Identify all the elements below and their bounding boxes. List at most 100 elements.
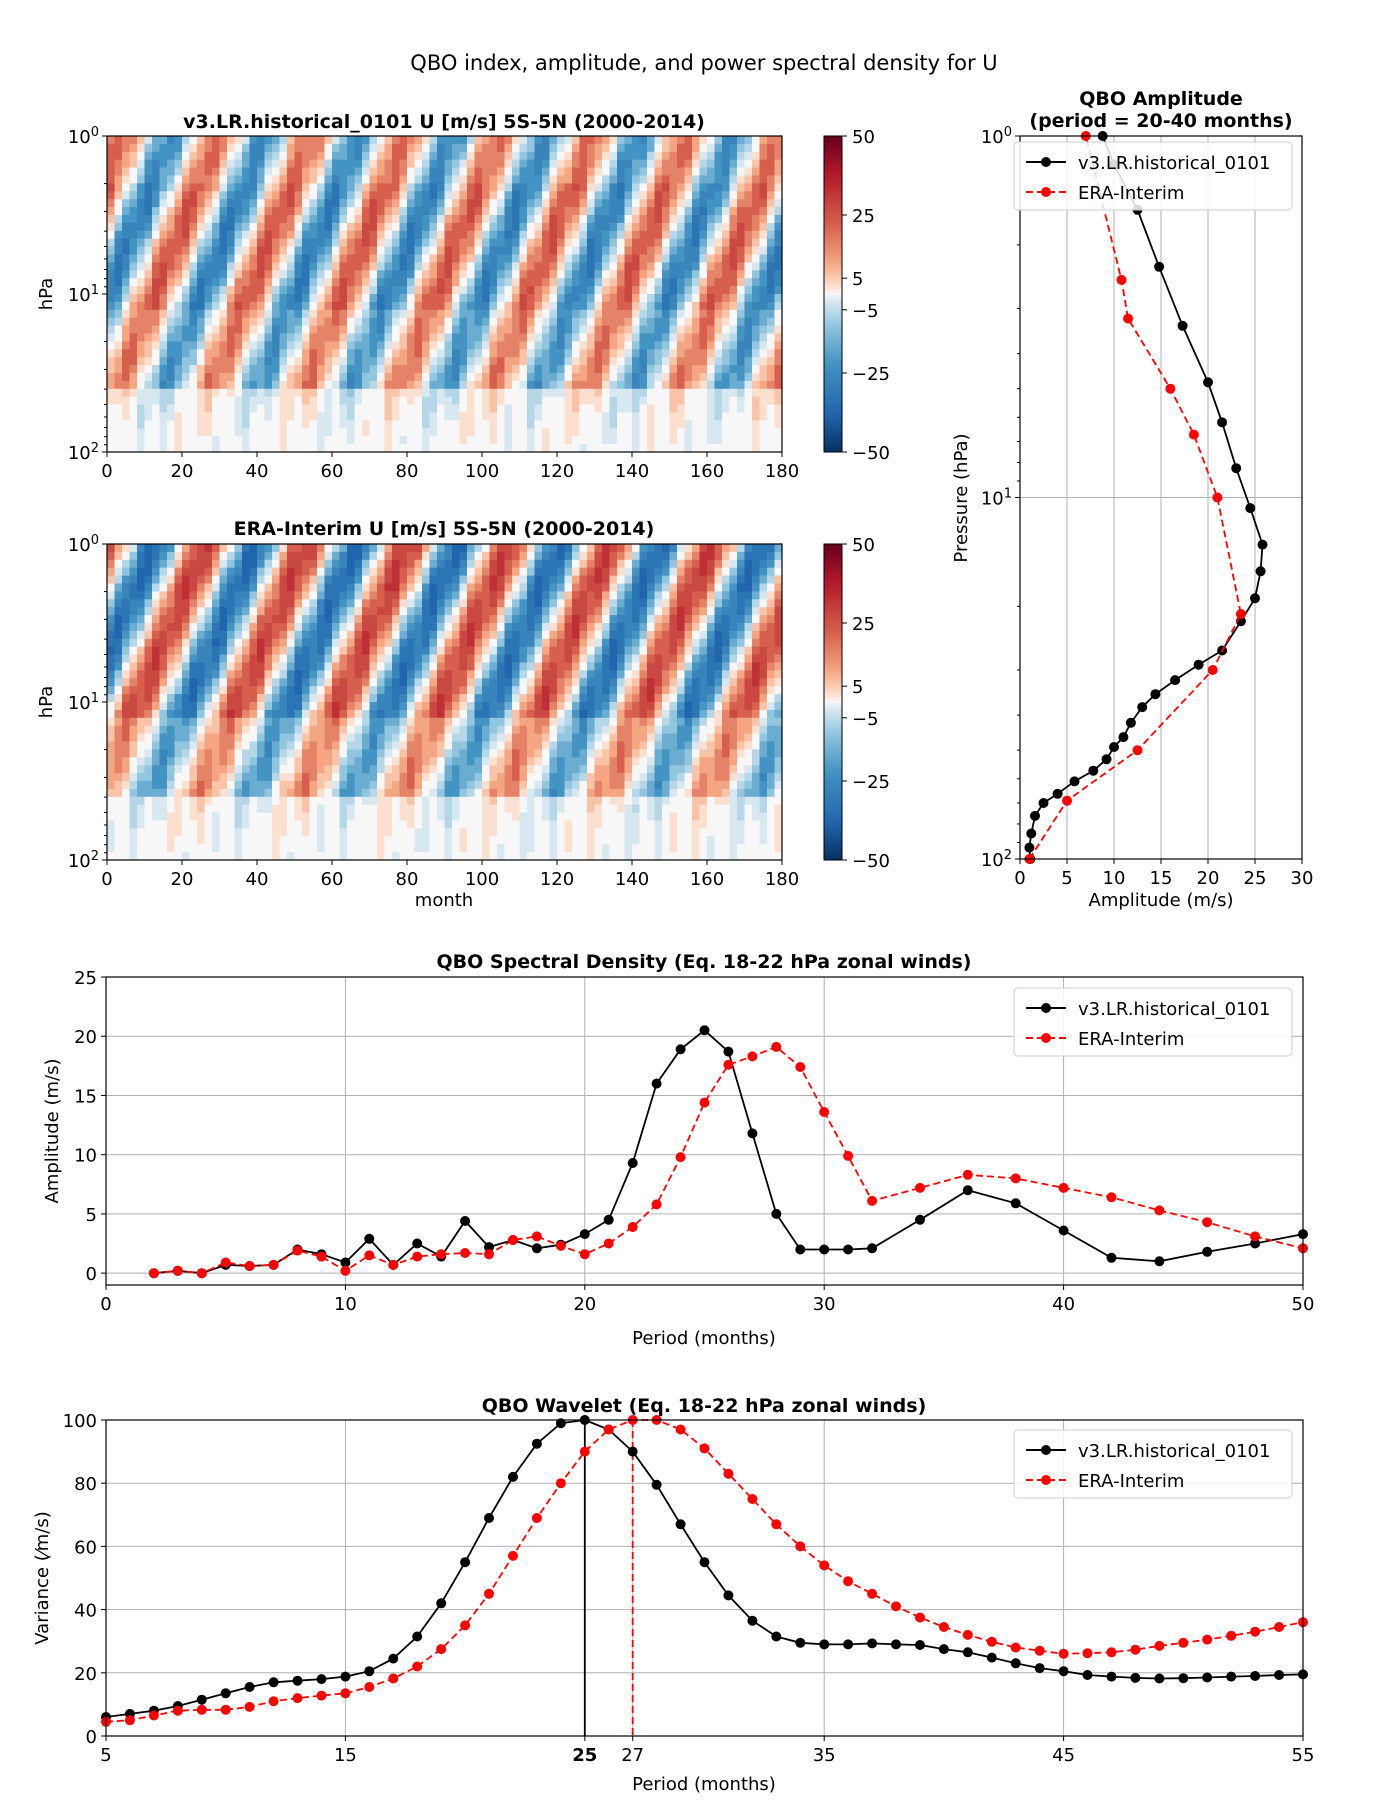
- contour-cell: [459, 262, 468, 271]
- contour-cell: [354, 207, 363, 216]
- contour-cell: [189, 559, 198, 569]
- contour-cell: [339, 270, 348, 279]
- contour-cell: [182, 551, 191, 561]
- contour-cell: [602, 317, 611, 327]
- contour-cell: [167, 396, 176, 406]
- contour-cell: [482, 365, 491, 374]
- contour-cell: [122, 286, 131, 295]
- contour-cell: [549, 444, 558, 452]
- contour-cell: [279, 828, 288, 837]
- contour-cell: [174, 741, 183, 750]
- contour-cell: [174, 583, 183, 592]
- contour-cell: [632, 175, 641, 184]
- contour-cell: [534, 278, 543, 287]
- contour-cell: [654, 436, 663, 445]
- contour-cell: [692, 246, 701, 256]
- contour-cell: [114, 317, 123, 327]
- contour-cell: [534, 183, 543, 192]
- contour-cell: [294, 175, 303, 184]
- contour-cell: [759, 167, 768, 177]
- contour-cell: [617, 428, 626, 437]
- contour-cell: [444, 215, 453, 224]
- contour-cell: [279, 575, 288, 585]
- contour-cell: [654, 215, 663, 224]
- contour-cell: [759, 136, 768, 145]
- contour-cell: [159, 254, 168, 263]
- contour-cell: [309, 694, 318, 703]
- contour-cell: [452, 199, 461, 208]
- contour-cell: [189, 662, 198, 671]
- contour-cell: [609, 341, 618, 350]
- contour-cell: [159, 286, 168, 295]
- contour-cell: [219, 820, 228, 829]
- contour-cell: [242, 773, 251, 782]
- contour-cell: [249, 309, 258, 319]
- contour-cell: [662, 309, 671, 319]
- contour-cell: [714, 325, 723, 335]
- contour-cell: [302, 670, 311, 679]
- contour-cell: [159, 301, 168, 311]
- contour-cell: [677, 404, 686, 414]
- contour-cell: [174, 702, 183, 711]
- contour-cell: [392, 294, 401, 303]
- contour-cell: [579, 262, 588, 271]
- contour-cell: [152, 341, 161, 350]
- contour-cell: [354, 286, 363, 295]
- contour-cell: [182, 654, 191, 664]
- contour-cell: [302, 741, 311, 750]
- contour-cell: [407, 294, 416, 303]
- contour-cell: [339, 749, 348, 758]
- contour-cell: [339, 559, 348, 569]
- contour-cell: [542, 286, 551, 295]
- contour-cell: [444, 278, 453, 287]
- contour-cell: [137, 828, 146, 837]
- contour-cell: [302, 175, 311, 184]
- contour-cell: [332, 670, 341, 679]
- contour-cell: [474, 286, 483, 295]
- contour-cell: [557, 143, 566, 153]
- contour-cell: [182, 349, 191, 358]
- contour-cell: [264, 436, 273, 445]
- contour-cell: [737, 294, 746, 303]
- contour-cell: [107, 615, 116, 624]
- contour-cell: [542, 309, 551, 319]
- contour-cell: [294, 444, 303, 452]
- contour-cell: [587, 199, 596, 208]
- contour-cell: [197, 349, 206, 358]
- contour-cell: [174, 717, 183, 727]
- contour-cell: [609, 230, 618, 240]
- contour-cell: [302, 325, 311, 335]
- contour-cell: [317, 544, 326, 553]
- contour-cell: [272, 757, 281, 766]
- contour-cell: [197, 567, 206, 577]
- contour-cell: [609, 317, 618, 327]
- contour-cell: [332, 551, 341, 561]
- contour-cell: [384, 183, 393, 192]
- contour-cell: [219, 317, 228, 327]
- contour-cell: [392, 230, 401, 240]
- contour-cell: [564, 301, 573, 311]
- contour-cell: [137, 444, 146, 452]
- contour-cell: [294, 678, 303, 687]
- contour-cell: [242, 246, 251, 256]
- contour-cell: [317, 836, 326, 845]
- contour-cell: [302, 646, 311, 656]
- contour-cell: [287, 630, 296, 640]
- contour-cell: [279, 294, 288, 303]
- contour-cell: [137, 773, 146, 782]
- contour-cell: [512, 341, 521, 350]
- contour-cell: [204, 670, 213, 679]
- contour-cell: [519, 175, 528, 184]
- contour-cell: [302, 388, 311, 398]
- contour-cell: [542, 215, 551, 224]
- contour-cell: [107, 757, 116, 766]
- contour-cell: [167, 136, 176, 145]
- contour-cell: [339, 733, 348, 743]
- contour-cell: [107, 765, 116, 774]
- contour-cell: [234, 741, 243, 750]
- contour-cell: [182, 278, 191, 287]
- contour-cell: [302, 238, 311, 248]
- contour-cell: [557, 301, 566, 311]
- contour-cell: [684, 222, 693, 232]
- contour-cell: [242, 428, 251, 437]
